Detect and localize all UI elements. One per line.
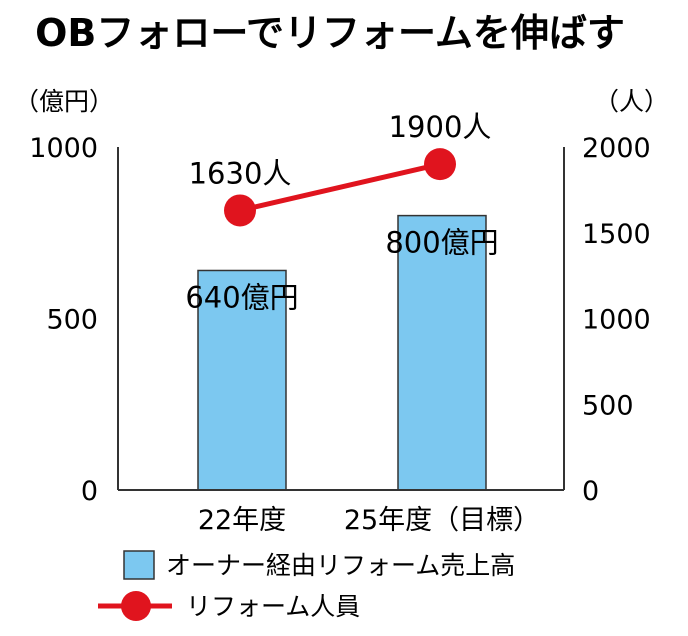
right-axis-ticks: 0 500 1000 1500 2000: [582, 133, 651, 507]
line-data-label: 1900人: [389, 110, 492, 144]
right-tick-label: 1000: [582, 305, 651, 336]
line-marker: [424, 148, 456, 181]
x-axis-labels: 22年度 25年度（目標）: [198, 505, 540, 536]
bar-data-label: 640億円: [185, 280, 298, 314]
legend-bar-label: オーナー経由リフォーム売上高: [166, 551, 515, 580]
right-tick-label: 2000: [582, 133, 651, 164]
x-tick-label: 25年度（目標）: [344, 505, 540, 536]
bar-data-label: 800億円: [385, 226, 498, 260]
left-tick-label: 0: [81, 476, 98, 507]
left-axis-unit: （億円）: [14, 87, 114, 116]
legend: オーナー経由リフォーム売上高 リフォーム人員: [98, 550, 515, 621]
line-data-labels: 1630人 1900人: [189, 110, 492, 190]
line-path: [239, 161, 441, 213]
bar: [197, 269, 287, 491]
left-axis-ticks: 0 500 1000: [29, 133, 98, 507]
left-tick-label: 1000: [29, 133, 98, 164]
legend-line-label: リフォーム人員: [186, 592, 360, 621]
legend-bar-swatch: [123, 550, 155, 580]
x-tick-label: 22年度: [198, 505, 286, 536]
right-tick-label: 1500: [582, 219, 651, 250]
bar-series: [197, 214, 487, 491]
left-tick-label: 500: [46, 305, 98, 336]
right-axis-unit: （人）: [594, 87, 669, 116]
chart-title: OBフォローでリフォームを伸ばす: [35, 11, 625, 55]
right-tick-label: 500: [582, 390, 634, 421]
bar: [397, 214, 487, 491]
legend-line-marker: [121, 591, 151, 621]
line-data-label: 1630人: [189, 156, 292, 190]
bar-data-labels: 640億円 800億円: [185, 226, 498, 315]
line-series: [224, 148, 456, 227]
line-marker: [224, 194, 256, 227]
right-tick-label: 0: [582, 476, 599, 507]
